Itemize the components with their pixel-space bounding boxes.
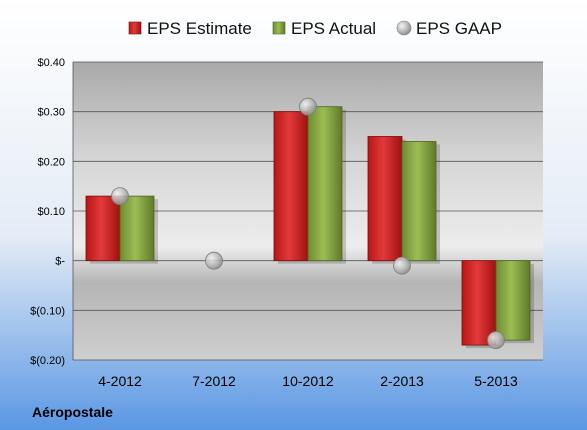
gaap-marker [299,97,317,116]
estimate-bar [273,111,309,262]
y-axis-ticks: $0.40 $0.30 $0.20 $0.10 $- $(0.10) $(0.20) [30,57,65,367]
y-tick-label: $0.10 [37,206,65,218]
actual-bar [495,260,531,341]
company-name: Aéropostale [32,404,113,420]
y-tick-label: $0.40 [37,57,65,69]
x-category-label: 5-2013 [474,373,518,389]
x-category-label: 10-2012 [282,373,334,389]
gaap-marker [111,187,129,206]
x-axis-categories: 4-2012 7-2012 10-2012 2-2013 5-2013 [98,373,518,389]
x-category-label: 4-2012 [98,373,142,389]
bars [85,106,534,349]
legend-actual-swatch [272,21,286,35]
legend-gaap-label: EPS GAAP [416,19,502,38]
y-tick-label: $(0.10) [30,305,65,317]
legend-estimate-label: EPS Estimate [147,19,252,38]
estimate-bar [85,195,121,262]
y-tick-label: $- [55,256,65,268]
y-tick-label: $0.30 [37,107,65,119]
actual-bar [401,141,437,262]
y-tick-label: $0.20 [37,156,65,168]
gaap-markers [111,97,505,350]
legend-gaap-swatch [396,20,412,36]
y-tick-label: $(0.20) [30,355,65,367]
legend: EPS Estimate EPS Actual EPS GAAP [128,19,502,38]
legend-estimate-swatch [128,21,142,35]
gaap-marker [393,256,411,275]
estimate-bar [367,136,403,262]
gaap-marker [205,251,223,270]
x-category-label: 7-2012 [192,373,236,389]
actual-bar [119,195,155,262]
actual-bar [307,106,343,262]
legend-actual-label: EPS Actual [291,19,376,38]
gaap-marker [487,331,505,350]
x-category-label: 2-2013 [380,373,424,389]
estimate-bar [461,260,497,346]
